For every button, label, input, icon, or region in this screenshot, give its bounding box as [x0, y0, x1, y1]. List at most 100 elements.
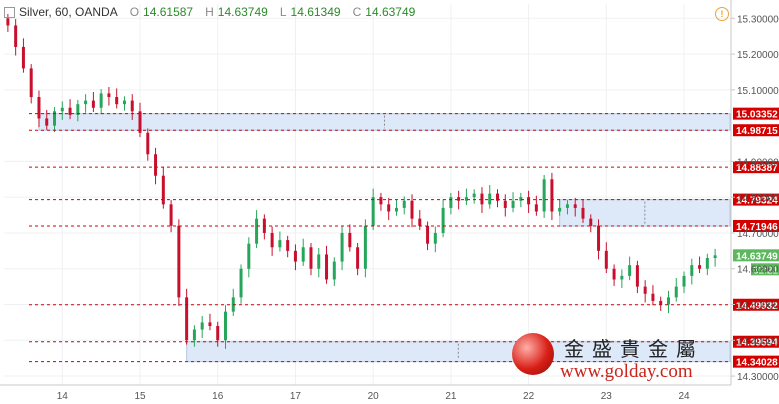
- candle-body: [457, 197, 461, 201]
- candle-body: [511, 200, 515, 208]
- candle-body: [138, 111, 142, 133]
- price-tick-label: 15.20000: [737, 50, 779, 61]
- candle-body: [534, 204, 538, 212]
- candle-body: [573, 204, 577, 208]
- candle-body: [589, 218, 593, 226]
- candle-body: [449, 197, 453, 208]
- price-tick-label: 14.30000: [737, 372, 779, 383]
- price-level-lines: 15.03352 14.98715 14.88387 14.79324 14.71946…: [29, 107, 779, 369]
- candle-body: [68, 107, 72, 115]
- level-label: 15.03352: [736, 110, 778, 121]
- level-label: 14.71946: [736, 222, 778, 233]
- candle-body: [464, 197, 468, 201]
- level-label: 14.98715: [736, 126, 778, 137]
- close-value: 14.63749: [365, 5, 416, 19]
- candle-body: [146, 132, 150, 155]
- price-tick-label: 14.60000: [737, 265, 779, 276]
- candle-body: [628, 265, 632, 276]
- alert-icon[interactable]: !: [715, 7, 729, 21]
- symbol-label[interactable]: Silver, 60, OANDA: [19, 5, 118, 19]
- price-tick-label: 14.90000: [737, 157, 779, 168]
- candle-body: [472, 193, 476, 198]
- candle-body: [433, 232, 437, 244]
- time-axis: 14 15 16 17 20 21 22 23 24: [0, 384, 731, 402]
- low-label: L: [279, 5, 287, 19]
- time-tick-label: 15: [134, 391, 146, 402]
- high-value: 14.63749: [217, 5, 268, 19]
- candle-body: [247, 243, 251, 269]
- candle-body: [107, 93, 111, 98]
- level-badge: [733, 193, 779, 206]
- symbol-icon: [4, 6, 15, 18]
- time-tick-label: 16: [212, 391, 224, 402]
- candle-body: [635, 265, 639, 287]
- price-tick-label: 14.80000: [737, 193, 779, 204]
- candle-body: [301, 247, 305, 262]
- candle-body: [161, 175, 165, 205]
- time-tick-label: 14: [57, 391, 69, 402]
- candle-body: [185, 297, 189, 341]
- candle-body: [356, 247, 360, 269]
- candle-body: [682, 275, 686, 287]
- chart-grid: [4, 4, 731, 385]
- candle-body: [270, 232, 274, 248]
- candle-body: [379, 197, 383, 205]
- countdown-badge: [751, 263, 779, 276]
- candle-body: [659, 300, 663, 305]
- candle-body: [192, 329, 196, 341]
- candle-body: [255, 218, 259, 244]
- price-tick-label: 14.50000: [737, 301, 779, 312]
- candle-body: [293, 250, 297, 262]
- candle-body: [565, 204, 569, 208]
- level-badge: [733, 335, 779, 348]
- candle-body: [418, 218, 422, 226]
- watermark-logo: 金盛貴金屬 www.golday.com: [512, 333, 732, 389]
- level-label: 14.79324: [736, 196, 778, 207]
- time-tick-label: 23: [601, 391, 613, 402]
- candle-body: [130, 100, 134, 112]
- candle-body: [348, 232, 352, 248]
- candle-body: [99, 93, 103, 108]
- candle-body: [223, 311, 227, 341]
- candle-body: [604, 250, 608, 269]
- candle-body: [122, 100, 126, 105]
- last-price-badge: [733, 249, 779, 262]
- candle-body: [542, 179, 546, 212]
- candle-body: [332, 261, 336, 280]
- candle-body: [37, 97, 41, 119]
- level-badge: [733, 298, 779, 311]
- candle-body: [550, 179, 554, 212]
- candle-body: [394, 207, 398, 212]
- level-label: 14.34028: [736, 358, 778, 369]
- candle-body: [496, 193, 500, 201]
- time-tick-label: 22: [523, 391, 535, 402]
- candle-body: [45, 118, 49, 126]
- candle-body: [29, 68, 33, 98]
- open-label: O: [129, 5, 140, 19]
- countdown-label: 32:21: [753, 265, 778, 276]
- level-badge: [733, 124, 779, 137]
- price-tick-label: 15.10000: [737, 86, 779, 97]
- candle-body: [154, 154, 158, 176]
- candle-body: [115, 97, 119, 105]
- level-label: 14.49932: [736, 301, 778, 312]
- open-value: 14.61587: [143, 5, 194, 19]
- candle-body: [208, 322, 212, 326]
- logo-circle-icon: [512, 333, 554, 375]
- last-price-label: 14.63749: [736, 251, 778, 262]
- candle-body: [286, 240, 290, 251]
- candle-body: [480, 193, 484, 205]
- candle-body: [53, 111, 57, 126]
- candle-body: [527, 197, 531, 205]
- candle-body: [597, 225, 601, 251]
- logo-chinese-text: 金盛貴金屬: [564, 337, 704, 361]
- candle-body: [278, 240, 282, 248]
- candle-body: [713, 255, 717, 258]
- close-label: C: [352, 5, 362, 19]
- candle-body: [705, 258, 709, 269]
- time-tick-label: 21: [445, 391, 457, 402]
- candle-body: [84, 100, 88, 105]
- candle-body: [363, 225, 367, 269]
- candle-body: [674, 286, 678, 298]
